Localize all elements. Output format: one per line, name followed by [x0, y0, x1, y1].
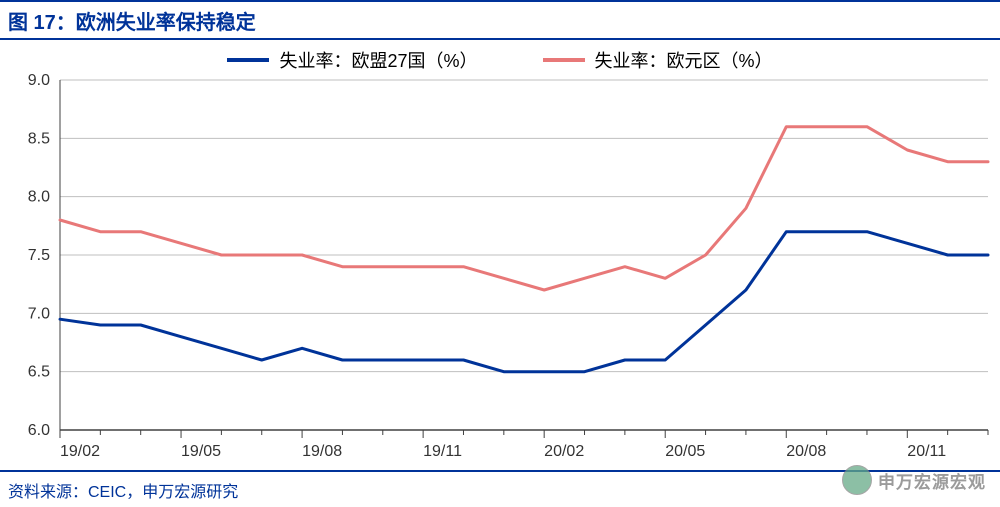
wechat-icon	[842, 465, 872, 495]
svg-text:7.0: 7.0	[28, 305, 50, 322]
svg-text:20/05: 20/05	[665, 443, 705, 460]
svg-text:8.5: 8.5	[28, 130, 50, 147]
svg-text:19/11: 19/11	[423, 443, 462, 460]
svg-text:19/02: 19/02	[60, 443, 100, 460]
svg-text:6.5: 6.5	[28, 364, 50, 381]
line-chart-svg: 6.0 6.5 7.0 7.5 8.0 8.5 9.0 19/02 19/05 19/08 19/1…	[0, 40, 1000, 470]
svg-text:8.0: 8.0	[28, 189, 50, 206]
title-bar: 图 17：欧洲失业率保持稳定	[0, 0, 1000, 40]
svg-text:20/02: 20/02	[544, 443, 584, 460]
watermark-text: 申万宏源宏观	[878, 468, 986, 493]
watermark: 申万宏源宏观	[842, 465, 986, 495]
figure-container: 图 17：欧洲失业率保持稳定 失业率：欧盟27国（%） 失业率：欧元区（%） 6…	[0, 0, 1000, 507]
chart-title: 图 17：欧洲失业率保持稳定	[8, 6, 256, 35]
chart-area: 失业率：欧盟27国（%） 失业率：欧元区（%） 6.06.57.07.58.08…	[0, 40, 1000, 470]
source-label: 资料来源：CEIC，申万宏源研究	[8, 478, 238, 502]
svg-text:20/11: 20/11	[907, 443, 946, 460]
svg-text:19/05: 19/05	[181, 443, 221, 460]
svg-text:9.0: 9.0	[28, 72, 50, 89]
svg-text:7.5: 7.5	[28, 247, 50, 264]
svg-text:6.0: 6.0	[28, 422, 50, 439]
svg-text:19/08: 19/08	[302, 443, 342, 460]
svg-text:20/08: 20/08	[786, 443, 826, 460]
